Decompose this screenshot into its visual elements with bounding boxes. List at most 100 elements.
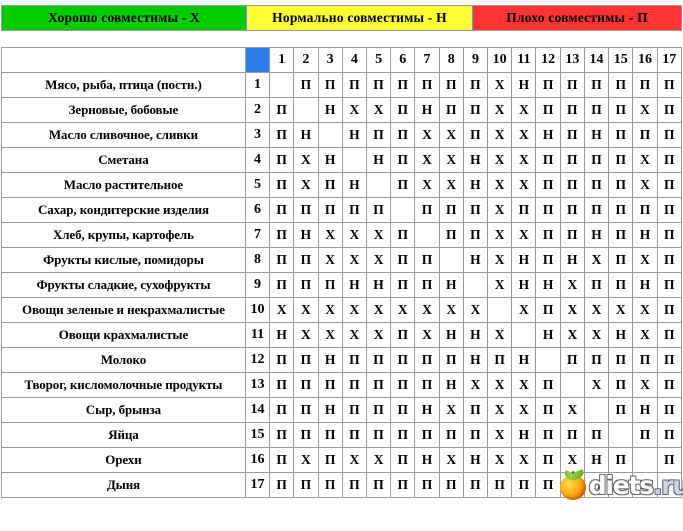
- compat-cell-r11-c1: Н: [270, 323, 294, 347]
- compat-cell-r3-c2: Н: [294, 123, 318, 147]
- compat-cell-r3-c12: Н: [536, 123, 560, 147]
- compat-cell-r5-c7: Х: [415, 173, 439, 197]
- compat-cell-r12-c1: П: [270, 348, 294, 372]
- compat-cell-r2-c10: Х: [488, 98, 512, 122]
- compat-cell-r16-c8: Х: [439, 448, 463, 472]
- compat-cell-r1-c8: П: [439, 73, 463, 97]
- column-header-2: 2: [294, 48, 318, 72]
- compat-cell-r5-c1: П: [270, 173, 294, 197]
- compat-cell-r3-c14: Н: [584, 123, 609, 147]
- compat-cell-r2-c4: Х: [342, 98, 366, 122]
- table-row: Овощи зеленые и некрахмалистые 10 Х Х Х Х Х Х Х Х…: [2, 298, 681, 322]
- row-index-6: 6: [245, 198, 270, 222]
- compat-cell-r6-c16: П: [633, 198, 657, 222]
- corner-label-cell: [2, 48, 245, 72]
- row-index-9: 9: [245, 273, 270, 297]
- compat-cell-r2-c15: П: [609, 98, 633, 122]
- compatibility-matrix-wrapper: 1 2 3 4 5 6 7 8 9 10 11 12 13 14 15 16 17 Мясо, рыба, пт…: [1, 47, 682, 498]
- compat-cell-r13-c5: П: [366, 373, 391, 397]
- legend-normal-compatible: Нормально совместимы - Н: [247, 6, 473, 30]
- table-row: Орехи 16 П Х П Х Х П Н Х Н Х Х П Х Н П П: [2, 448, 681, 472]
- row-index-10: 10: [245, 298, 270, 322]
- compat-cell-r12-c6: П: [391, 348, 415, 372]
- compat-cell-r6-c11: П: [512, 198, 536, 222]
- compat-cell-r11-c10: Х: [488, 323, 512, 347]
- compat-cell-r15-c2: П: [294, 423, 318, 447]
- compat-cell-r14-c3: Н: [318, 398, 342, 422]
- compat-cell-r7-c8: П: [439, 223, 463, 247]
- compat-cell-r2-c17: П: [657, 98, 681, 122]
- compat-cell-r5-c2: Х: [294, 173, 318, 197]
- compat-cell-r3-c8: Х: [439, 123, 463, 147]
- compat-cell-r2-c5: Х: [366, 98, 391, 122]
- compat-cell-r13-c10: Х: [488, 373, 512, 397]
- table-row: Мясо, рыба, птица (постн.) 1 П П П П П П П П Х Н П П П…: [2, 73, 681, 97]
- compat-cell-r6-c13: П: [560, 198, 584, 222]
- compat-cell-r11-c2: Х: [294, 323, 318, 347]
- compat-cell-r1-c16: П: [633, 73, 657, 97]
- column-header-12: 12: [536, 48, 560, 72]
- compat-cell-r2-c14: П: [584, 98, 609, 122]
- table-row: Дыня 17 П П П П П П П П П П П П П П П П: [2, 473, 681, 497]
- compat-cell-r12-c7: П: [415, 348, 439, 372]
- compat-cell-r7-c16: Н: [633, 223, 657, 247]
- compat-cell-r8-c14: Х: [584, 248, 609, 272]
- compat-cell-r16-c2: Х: [294, 448, 318, 472]
- compat-cell-r16-c12: П: [536, 448, 560, 472]
- compat-cell-r5-c14: П: [584, 173, 609, 197]
- compat-cell-r15-c15: [609, 423, 633, 447]
- compat-cell-r17-c1: П: [270, 473, 294, 497]
- compat-cell-r16-c15: П: [609, 448, 633, 472]
- compat-cell-r9-c6: П: [391, 273, 415, 297]
- compat-cell-r12-c16: П: [633, 348, 657, 372]
- compat-cell-r1-c1: [270, 73, 294, 97]
- column-header-1: 1: [270, 48, 294, 72]
- compat-cell-r6-c6: [391, 198, 415, 222]
- compat-cell-r2-c12: П: [536, 98, 560, 122]
- compat-cell-r9-c7: П: [415, 273, 439, 297]
- row-index-7: 7: [245, 223, 270, 247]
- compat-cell-r9-c11: Н: [512, 273, 536, 297]
- food-compatibility-table: 1 2 3 4 5 6 7 8 9 10 11 12 13 14 15 16 17 Мясо, рыба, пт…: [1, 47, 682, 498]
- compat-cell-r15-c9: П: [463, 423, 488, 447]
- compat-cell-r14-c6: П: [391, 398, 415, 422]
- compat-cell-r8-c7: П: [415, 248, 439, 272]
- compat-cell-r7-c11: Х: [512, 223, 536, 247]
- compat-cell-r12-c14: П: [584, 348, 609, 372]
- compat-cell-r3-c4: Н: [342, 123, 366, 147]
- compat-cell-r4-c2: Х: [294, 148, 318, 172]
- compat-cell-r14-c4: П: [342, 398, 366, 422]
- compat-cell-r4-c16: Х: [633, 148, 657, 172]
- compat-cell-r16-c16: [633, 448, 657, 472]
- row-label-11: Овощи крахмалистые: [2, 323, 245, 347]
- compat-cell-r14-c1: П: [270, 398, 294, 422]
- compat-cell-r12-c11: Н: [512, 348, 536, 372]
- compat-cell-r6-c10: Х: [488, 198, 512, 222]
- compat-cell-r13-c16: Х: [633, 373, 657, 397]
- compat-cell-r17-c7: П: [415, 473, 439, 497]
- compat-cell-r12-c2: П: [294, 348, 318, 372]
- compat-cell-r7-c17: П: [657, 223, 681, 247]
- row-index-13: 13: [245, 373, 270, 397]
- row-index-14: 14: [245, 398, 270, 422]
- compat-cell-r16-c9: Н: [463, 448, 488, 472]
- compat-cell-r8-c11: Н: [512, 248, 536, 272]
- compat-cell-r4-c12: П: [536, 148, 560, 172]
- compat-cell-r2-c8: П: [439, 98, 463, 122]
- compat-cell-r6-c4: П: [342, 198, 366, 222]
- compat-cell-r5-c6: П: [391, 173, 415, 197]
- row-label-17: Дыня: [2, 473, 245, 497]
- table-row: Фрукты сладкие, сухофрукты 9 П П П Н Н П П Н Х Н Н Х П…: [2, 273, 681, 297]
- compat-cell-r17-c9: П: [463, 473, 488, 497]
- compat-cell-r1-c2: П: [294, 73, 318, 97]
- compat-cell-r11-c4: Х: [342, 323, 366, 347]
- compat-cell-r3-c13: П: [560, 123, 584, 147]
- compat-cell-r4-c3: Н: [318, 148, 342, 172]
- row-label-6: Сахар, кондитерские изделия: [2, 198, 245, 222]
- compat-cell-r5-c5: [366, 173, 391, 197]
- compat-cell-r4-c10: Х: [488, 148, 512, 172]
- compat-cell-r9-c9: [463, 273, 488, 297]
- compat-cell-r8-c10: Х: [488, 248, 512, 272]
- compat-cell-r6-c12: П: [536, 198, 560, 222]
- compat-cell-r7-c12: П: [536, 223, 560, 247]
